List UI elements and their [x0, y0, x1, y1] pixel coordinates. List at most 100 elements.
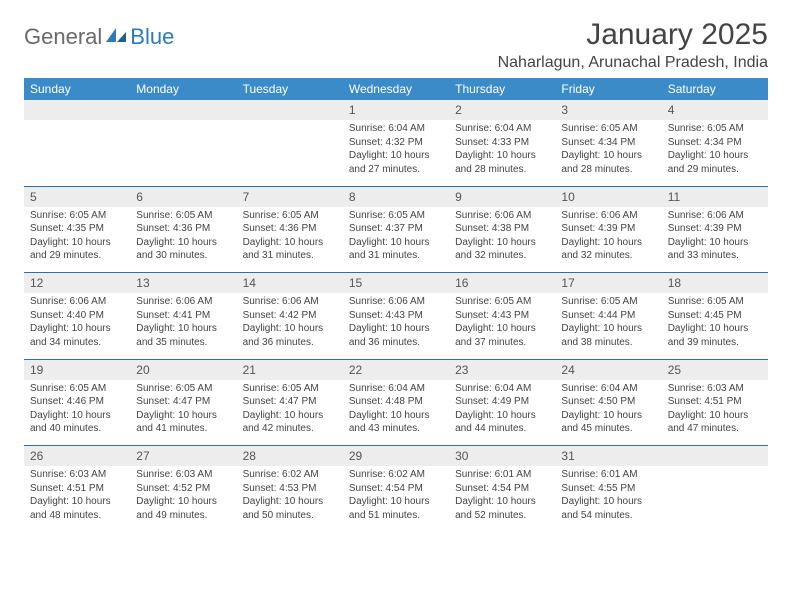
calendar-day-cell: 26Sunrise: 6:03 AMSunset: 4:51 PMDayligh…	[24, 446, 130, 532]
day-number: 13	[130, 273, 236, 293]
day-details: Sunrise: 6:05 AMSunset: 4:43 PMDaylight:…	[453, 295, 551, 349]
calendar-table: SundayMondayTuesdayWednesdayThursdayFrid…	[24, 78, 768, 532]
day-number: 28	[237, 446, 343, 466]
day-details: Sunrise: 6:01 AMSunset: 4:55 PMDaylight:…	[559, 468, 657, 522]
day-details: Sunrise: 6:06 AMSunset: 4:43 PMDaylight:…	[347, 295, 445, 349]
day-number: 5	[24, 187, 130, 207]
calendar-day-cell: 29Sunrise: 6:02 AMSunset: 4:54 PMDayligh…	[343, 446, 449, 532]
day-number: 3	[555, 100, 661, 120]
calendar-week-row: 19Sunrise: 6:05 AMSunset: 4:46 PMDayligh…	[24, 360, 768, 446]
weekday-header: Thursday	[449, 78, 555, 100]
calendar-day-cell: 15Sunrise: 6:06 AMSunset: 4:43 PMDayligh…	[343, 273, 449, 359]
day-details: Sunrise: 6:05 AMSunset: 4:34 PMDaylight:…	[666, 122, 764, 176]
calendar-day-cell: 4Sunrise: 6:05 AMSunset: 4:34 PMDaylight…	[662, 100, 768, 186]
calendar-day-cell: 9Sunrise: 6:06 AMSunset: 4:38 PMDaylight…	[449, 187, 555, 273]
day-details: Sunrise: 6:05 AMSunset: 4:47 PMDaylight:…	[134, 382, 232, 436]
day-number: 22	[343, 360, 449, 380]
day-number: 1	[343, 100, 449, 120]
calendar-day-cell: 14Sunrise: 6:06 AMSunset: 4:42 PMDayligh…	[237, 273, 343, 359]
calendar-day-cell: 28Sunrise: 6:02 AMSunset: 4:53 PMDayligh…	[237, 446, 343, 532]
calendar-header-row: SundayMondayTuesdayWednesdayThursdayFrid…	[24, 78, 768, 100]
empty-day	[24, 100, 130, 120]
day-details: Sunrise: 6:06 AMSunset: 4:38 PMDaylight:…	[453, 209, 551, 263]
day-number: 8	[343, 187, 449, 207]
day-number: 4	[662, 100, 768, 120]
calendar-day-cell	[662, 446, 768, 532]
calendar-day-cell: 19Sunrise: 6:05 AMSunset: 4:46 PMDayligh…	[24, 360, 130, 446]
month-title: January 2025	[498, 18, 768, 52]
day-details: Sunrise: 6:04 AMSunset: 4:49 PMDaylight:…	[453, 382, 551, 436]
calendar-day-cell: 2Sunrise: 6:04 AMSunset: 4:33 PMDaylight…	[449, 100, 555, 186]
logo: General Blue	[24, 24, 174, 50]
day-details: Sunrise: 6:04 AMSunset: 4:48 PMDaylight:…	[347, 382, 445, 436]
day-details: Sunrise: 6:05 AMSunset: 4:44 PMDaylight:…	[559, 295, 657, 349]
calendar-day-cell: 12Sunrise: 6:06 AMSunset: 4:40 PMDayligh…	[24, 273, 130, 359]
calendar-day-cell: 27Sunrise: 6:03 AMSunset: 4:52 PMDayligh…	[130, 446, 236, 532]
day-number: 17	[555, 273, 661, 293]
calendar-day-cell	[237, 100, 343, 186]
day-details: Sunrise: 6:02 AMSunset: 4:53 PMDaylight:…	[241, 468, 339, 522]
day-number: 19	[24, 360, 130, 380]
day-details: Sunrise: 6:05 AMSunset: 4:34 PMDaylight:…	[559, 122, 657, 176]
day-details: Sunrise: 6:02 AMSunset: 4:54 PMDaylight:…	[347, 468, 445, 522]
empty-day	[237, 100, 343, 120]
calendar-day-cell: 5Sunrise: 6:05 AMSunset: 4:35 PMDaylight…	[24, 187, 130, 273]
day-number: 30	[449, 446, 555, 466]
day-details: Sunrise: 6:03 AMSunset: 4:52 PMDaylight:…	[134, 468, 232, 522]
calendar-week-row: 1Sunrise: 6:04 AMSunset: 4:32 PMDaylight…	[24, 100, 768, 186]
day-details: Sunrise: 6:06 AMSunset: 4:39 PMDaylight:…	[559, 209, 657, 263]
page-header: General Blue January 2025 Naharlagun, Ar…	[24, 18, 768, 72]
day-number: 9	[449, 187, 555, 207]
calendar-day-cell: 31Sunrise: 6:01 AMSunset: 4:55 PMDayligh…	[555, 446, 661, 532]
day-details: Sunrise: 6:05 AMSunset: 4:37 PMDaylight:…	[347, 209, 445, 263]
calendar-day-cell: 24Sunrise: 6:04 AMSunset: 4:50 PMDayligh…	[555, 360, 661, 446]
day-number: 23	[449, 360, 555, 380]
day-number: 7	[237, 187, 343, 207]
day-details: Sunrise: 6:06 AMSunset: 4:41 PMDaylight:…	[134, 295, 232, 349]
empty-day	[130, 100, 236, 120]
day-details: Sunrise: 6:04 AMSunset: 4:33 PMDaylight:…	[453, 122, 551, 176]
calendar-day-cell: 1Sunrise: 6:04 AMSunset: 4:32 PMDaylight…	[343, 100, 449, 186]
day-details: Sunrise: 6:06 AMSunset: 4:40 PMDaylight:…	[28, 295, 126, 349]
calendar-day-cell: 17Sunrise: 6:05 AMSunset: 4:44 PMDayligh…	[555, 273, 661, 359]
day-number: 26	[24, 446, 130, 466]
day-number: 31	[555, 446, 661, 466]
calendar-week-row: 26Sunrise: 6:03 AMSunset: 4:51 PMDayligh…	[24, 446, 768, 532]
calendar-page: General Blue January 2025 Naharlagun, Ar…	[0, 0, 792, 544]
day-number: 18	[662, 273, 768, 293]
weekday-header: Tuesday	[237, 78, 343, 100]
day-details: Sunrise: 6:06 AMSunset: 4:39 PMDaylight:…	[666, 209, 764, 263]
calendar-day-cell	[130, 100, 236, 186]
day-details: Sunrise: 6:05 AMSunset: 4:46 PMDaylight:…	[28, 382, 126, 436]
day-number: 20	[130, 360, 236, 380]
day-number: 25	[662, 360, 768, 380]
day-number: 10	[555, 187, 661, 207]
location-subtitle: Naharlagun, Arunachal Pradesh, India	[498, 54, 768, 72]
day-details: Sunrise: 6:06 AMSunset: 4:42 PMDaylight:…	[241, 295, 339, 349]
day-details: Sunrise: 6:03 AMSunset: 4:51 PMDaylight:…	[666, 382, 764, 436]
calendar-day-cell: 25Sunrise: 6:03 AMSunset: 4:51 PMDayligh…	[662, 360, 768, 446]
title-block: January 2025 Naharlagun, Arunachal Prade…	[498, 18, 768, 72]
weekday-header: Sunday	[24, 78, 130, 100]
day-details: Sunrise: 6:04 AMSunset: 4:50 PMDaylight:…	[559, 382, 657, 436]
calendar-day-cell: 13Sunrise: 6:06 AMSunset: 4:41 PMDayligh…	[130, 273, 236, 359]
calendar-day-cell	[24, 100, 130, 186]
day-details: Sunrise: 6:05 AMSunset: 4:47 PMDaylight:…	[241, 382, 339, 436]
calendar-week-row: 5Sunrise: 6:05 AMSunset: 4:35 PMDaylight…	[24, 187, 768, 273]
day-number: 24	[555, 360, 661, 380]
calendar-day-cell: 22Sunrise: 6:04 AMSunset: 4:48 PMDayligh…	[343, 360, 449, 446]
calendar-day-cell: 30Sunrise: 6:01 AMSunset: 4:54 PMDayligh…	[449, 446, 555, 532]
day-details: Sunrise: 6:05 AMSunset: 4:36 PMDaylight:…	[134, 209, 232, 263]
logo-sail-icon	[106, 26, 128, 49]
day-number: 14	[237, 273, 343, 293]
calendar-day-cell: 3Sunrise: 6:05 AMSunset: 4:34 PMDaylight…	[555, 100, 661, 186]
calendar-day-cell: 11Sunrise: 6:06 AMSunset: 4:39 PMDayligh…	[662, 187, 768, 273]
empty-day	[662, 446, 768, 466]
day-number: 15	[343, 273, 449, 293]
calendar-day-cell: 21Sunrise: 6:05 AMSunset: 4:47 PMDayligh…	[237, 360, 343, 446]
calendar-day-cell: 7Sunrise: 6:05 AMSunset: 4:36 PMDaylight…	[237, 187, 343, 273]
day-details: Sunrise: 6:05 AMSunset: 4:35 PMDaylight:…	[28, 209, 126, 263]
day-number: 12	[24, 273, 130, 293]
calendar-day-cell: 6Sunrise: 6:05 AMSunset: 4:36 PMDaylight…	[130, 187, 236, 273]
day-number: 27	[130, 446, 236, 466]
